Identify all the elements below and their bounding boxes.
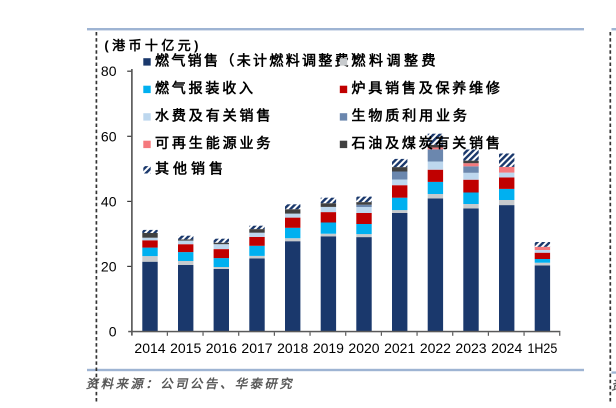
svg-text:2023: 2023 [455,340,486,356]
svg-text:(港币十亿元): (港币十亿元) [104,38,201,53]
svg-text:生物质利用业务: 生物质利用业务 [352,108,470,124]
svg-text:燃料调整费: 燃料调整费 [352,53,440,69]
svg-text:水费及有关销售: 水费及有关销售 [155,108,273,124]
svg-text:石油及煤炭有关销售: 石油及煤炭有关销售 [351,135,503,151]
svg-text:资料来源：公司公告、华泰研究: 资料来源：公司公告、华泰研究 [85,376,297,391]
svg-text:2018: 2018 [277,340,308,356]
svg-text:20: 20 [101,258,117,274]
svg-text:2021: 2021 [384,340,415,356]
svg-text:炉具销售及保养维修: 炉具销售及保养维修 [352,80,503,96]
svg-text:其他销售: 其他销售 [155,160,227,176]
svg-text:燃气报装收入: 燃气报装收入 [155,80,256,96]
svg-text:60: 60 [101,128,117,144]
svg-text:1H25: 1H25 [528,340,558,356]
svg-text:2020: 2020 [348,340,379,356]
svg-text:2019: 2019 [313,340,344,356]
svg-text:燃气销售（未计燃料调整费）: 燃气销售（未计燃料调整费） [155,53,367,69]
svg-text:40: 40 [101,193,117,209]
svg-text:80: 80 [101,63,117,79]
svg-text:2024: 2024 [491,340,522,356]
svg-text:0: 0 [109,324,117,340]
svg-text:2015: 2015 [170,340,201,356]
svg-text:2017: 2017 [241,340,272,356]
svg-text:2022: 2022 [420,340,451,356]
svg-text:2014: 2014 [134,340,165,356]
svg-text:可再生能源业务: 可再生能源业务 [155,135,273,151]
svg-text:2016: 2016 [206,340,237,356]
